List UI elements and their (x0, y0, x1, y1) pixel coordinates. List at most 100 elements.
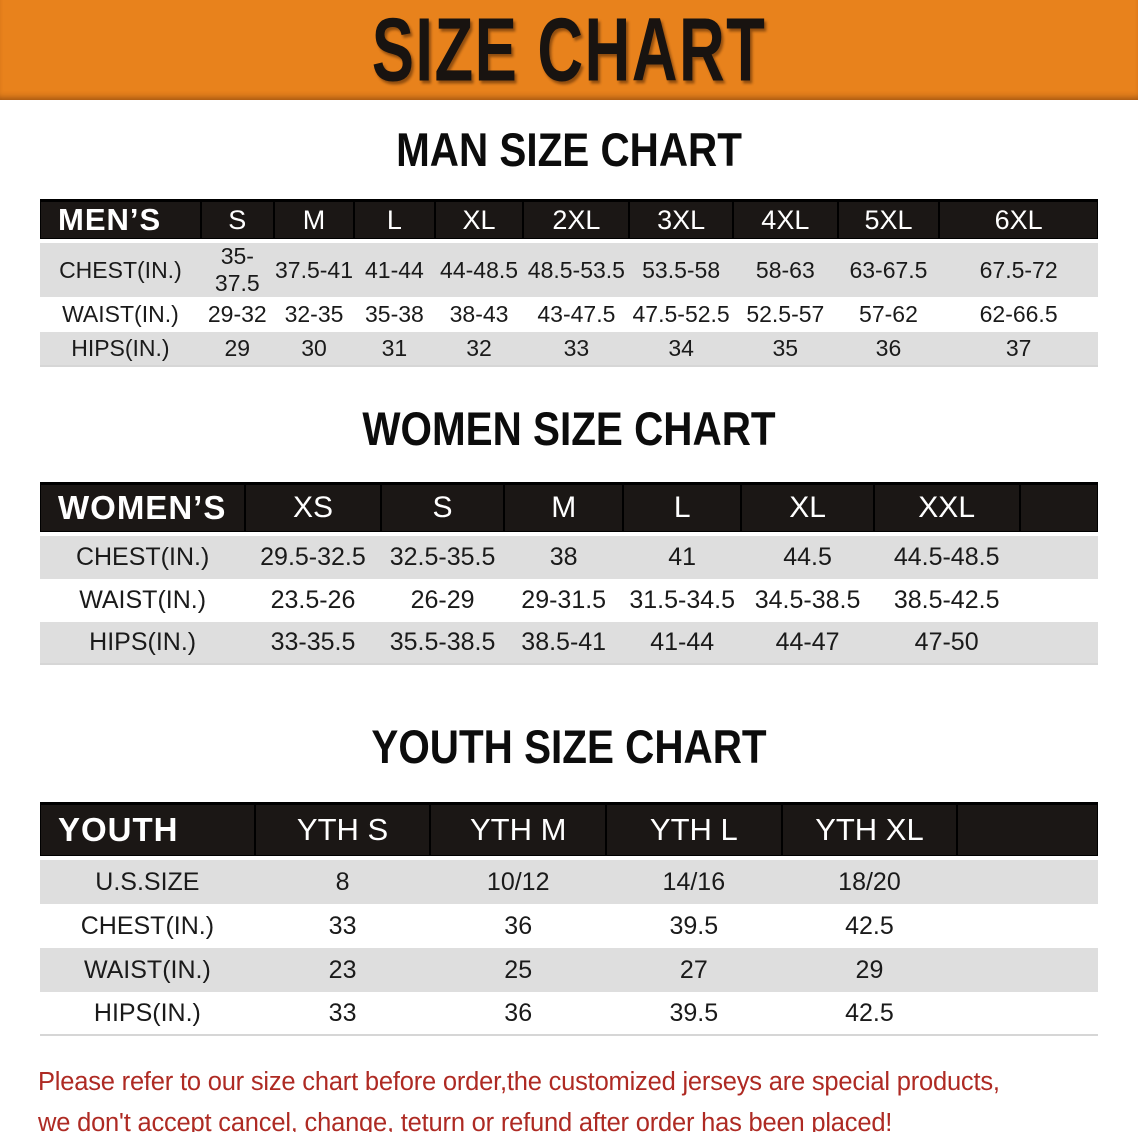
value-cell: 36 (430, 992, 607, 1036)
value-cell: 47.5-52.5 (629, 297, 733, 332)
column-header: L (354, 199, 435, 243)
table-row: CHEST(IN.) 33 36 39.5 42.5 (40, 904, 1098, 948)
column-header: YTH XL (781, 802, 958, 860)
value-cell: 30 (273, 332, 355, 367)
value-cell: 67.5-72 (939, 243, 1098, 297)
value-cell: 41-44 (354, 243, 435, 297)
column-header: XS (245, 482, 381, 536)
column-header: M (504, 482, 623, 536)
value-cell: 38.5-42.5 (873, 579, 1020, 622)
value-cell: 35 (732, 332, 838, 367)
value-cell: 37.5-41 (273, 243, 355, 297)
page-title: SIZE CHART (371, 0, 767, 100)
disclaimer-line-2: we don't accept cancel, change, teturn o… (38, 1108, 893, 1132)
row-label: WAIST(IN.) (40, 948, 255, 992)
column-header: M (273, 199, 355, 243)
disclaimer-line-1: Please refer to our size chart before or… (38, 1068, 1000, 1096)
value-cell: 33 (254, 992, 431, 1036)
youth-table-title: YOUTH (40, 802, 255, 860)
value-cell: 35-38 (354, 297, 435, 332)
value-cell: 39.5 (606, 904, 782, 948)
spacer-cell (957, 860, 1098, 904)
value-cell: 41-44 (622, 622, 742, 665)
value-cell: 31.5-34.5 (622, 579, 742, 622)
column-header: S (380, 482, 505, 536)
women-header-row: WOMEN’S XS S M L XL XXL (40, 482, 1098, 536)
banner: SIZE CHART (0, 0, 1138, 100)
column-header: XL (741, 482, 874, 536)
value-cell: 29-32 (200, 297, 274, 332)
value-cell: 36 (837, 332, 940, 367)
table-row: U.S.SIZE 8 10/12 14/16 18/20 (40, 860, 1098, 904)
value-cell: 43-47.5 (523, 297, 630, 332)
table-row: CHEST(IN.) 35-37.5 37.5-41 41-44 44-48.5… (40, 243, 1098, 297)
table-row: HIPS(IN.) 29 30 31 32 33 34 35 36 37 (40, 332, 1098, 367)
value-cell: 63-67.5 (837, 243, 940, 297)
value-cell: 29.5-32.5 (245, 536, 381, 579)
column-header: 6XL (939, 199, 1098, 243)
row-label: U.S.SIZE (40, 860, 255, 904)
value-cell: 37 (939, 332, 1098, 367)
value-cell: 32-35 (273, 297, 355, 332)
value-cell: 53.5-58 (629, 243, 733, 297)
spacer-cell (1019, 622, 1098, 665)
value-cell: 31 (354, 332, 435, 367)
spacer-cell (957, 992, 1098, 1036)
value-cell: 44.5-48.5 (873, 536, 1020, 579)
value-cell: 44-47 (741, 622, 874, 665)
table-row: HIPS(IN.) 33 36 39.5 42.5 (40, 992, 1098, 1036)
value-cell: 48.5-53.5 (523, 243, 630, 297)
row-label: CHEST(IN.) (40, 536, 246, 579)
value-cell: 33 (523, 332, 630, 367)
value-cell: 47-50 (873, 622, 1020, 665)
table-row: WAIST(IN.) 23.5-26 26-29 29-31.5 31.5-34… (40, 579, 1098, 622)
column-header: YTH S (254, 802, 431, 860)
spacer-cell (957, 904, 1098, 948)
value-cell: 23 (254, 948, 431, 992)
value-cell: 33 (254, 904, 431, 948)
disclaimer-note: Please refer to our size chart before or… (0, 1062, 1138, 1132)
value-cell: 32 (434, 332, 524, 367)
value-cell: 38-43 (434, 297, 524, 332)
value-cell: 23.5-26 (245, 579, 381, 622)
value-cell: 26-29 (380, 579, 505, 622)
value-cell: 42.5 (781, 904, 958, 948)
spacer-cell (1019, 536, 1098, 579)
column-header: 3XL (629, 199, 733, 243)
value-cell: 34 (629, 332, 733, 367)
value-cell: 33-35.5 (245, 622, 381, 665)
spacer-cell (1019, 482, 1098, 536)
value-cell: 62-66.5 (939, 297, 1098, 332)
row-label: CHEST(IN.) (40, 243, 201, 297)
men-size-table: MEN’S S M L XL 2XL 3XL 4XL 5XL 6XL CHEST… (40, 199, 1098, 367)
men-section-heading: MAN SIZE CHART (396, 123, 742, 176)
women-size-table: WOMEN’S XS S M L XL XXL CHEST(IN.) 29.5-… (40, 482, 1098, 665)
value-cell: 57-62 (837, 297, 940, 332)
men-table-title: MEN’S (40, 199, 201, 243)
column-header: 5XL (837, 199, 940, 243)
youth-header-row: YOUTH YTH S YTH M YTH L YTH XL (40, 802, 1098, 860)
column-header: 2XL (523, 199, 630, 243)
value-cell: 52.5-57 (732, 297, 838, 332)
column-header: S (200, 199, 274, 243)
column-header: XXL (873, 482, 1020, 536)
men-header-row: MEN’S S M L XL 2XL 3XL 4XL 5XL 6XL (40, 199, 1098, 243)
column-header: YTH M (430, 802, 607, 860)
youth-section-heading: YOUTH SIZE CHART (371, 720, 767, 773)
table-row: WAIST(IN.) 23 25 27 29 (40, 948, 1098, 992)
value-cell: 36 (430, 904, 607, 948)
value-cell: 29 (200, 332, 274, 367)
value-cell: 10/12 (430, 860, 607, 904)
row-label: WAIST(IN.) (40, 297, 201, 332)
row-label: HIPS(IN.) (40, 992, 255, 1036)
value-cell: 14/16 (606, 860, 782, 904)
spacer-cell (1019, 579, 1098, 622)
youth-size-table: YOUTH YTH S YTH M YTH L YTH XL U.S.SIZE … (40, 802, 1098, 1036)
women-section-heading: WOMEN SIZE CHART (362, 402, 776, 455)
value-cell: 35.5-38.5 (380, 622, 505, 665)
value-cell: 8 (254, 860, 431, 904)
value-cell: 29-31.5 (504, 579, 623, 622)
value-cell: 58-63 (732, 243, 838, 297)
value-cell: 38 (504, 536, 623, 579)
